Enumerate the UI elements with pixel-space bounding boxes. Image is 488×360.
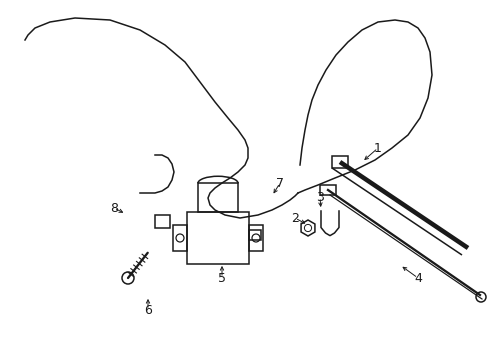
Bar: [248, 225, 263, 251]
Text: 6: 6: [144, 303, 152, 316]
Text: 2: 2: [290, 212, 298, 225]
Bar: [173, 225, 186, 251]
Bar: [155, 215, 170, 228]
Bar: [319, 185, 335, 195]
Text: 7: 7: [275, 176, 284, 189]
Bar: [198, 183, 238, 212]
Text: 1: 1: [373, 141, 381, 154]
Bar: [186, 212, 248, 264]
Bar: [331, 156, 347, 168]
Text: 8: 8: [110, 202, 118, 215]
Text: 5: 5: [218, 271, 225, 284]
Text: 3: 3: [315, 190, 323, 203]
Text: 4: 4: [413, 271, 421, 284]
Bar: [248, 230, 261, 240]
